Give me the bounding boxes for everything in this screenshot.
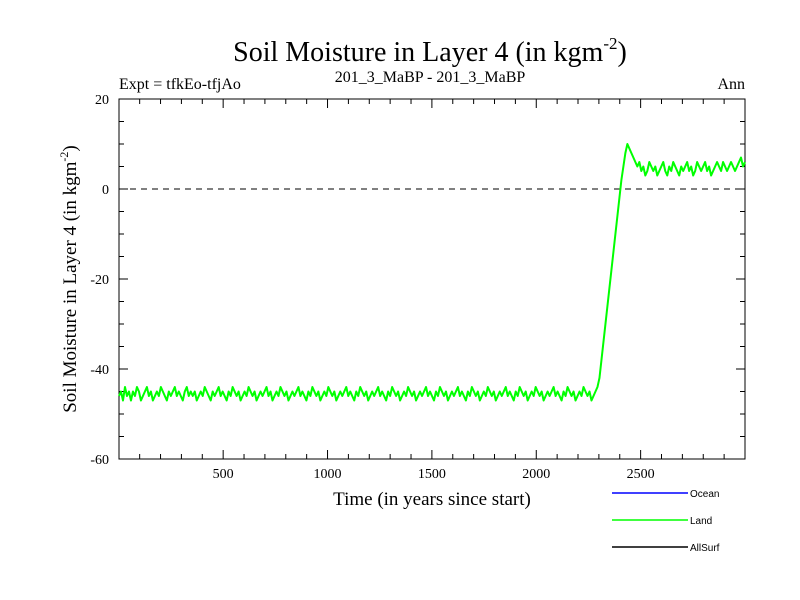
legend-label-land: Land <box>690 516 712 527</box>
series-group <box>118 143 746 402</box>
x-tick-label: 1500 <box>418 467 446 482</box>
y-axis-label: Soil Moisture in Layer 4 (in kgm-2) <box>57 145 81 413</box>
axis-ticks: 500 1000 1500 2000 2500 -60 -40 -20 0 20 <box>90 93 745 482</box>
annotation-right: Ann <box>717 76 745 93</box>
y-tick-label: 20 <box>95 93 109 108</box>
x-tick-label: 500 <box>213 467 234 482</box>
x-axis-label: Time (in years since start) <box>333 489 531 510</box>
chart-title-text: Soil Moisture in Layer 4 (in kgm <box>233 37 603 68</box>
series-line-land <box>118 143 746 402</box>
y-tick-label: -60 <box>90 453 109 468</box>
y-tick-label: -40 <box>90 363 109 378</box>
chart-title-superscript: -2 <box>603 34 617 53</box>
legend-label-allsurf: AllSurf <box>690 543 720 554</box>
chart-title-close: ) <box>618 37 627 68</box>
y-axis-label-superscript: -2 <box>57 152 71 162</box>
annotation-center: 201_3_MaBP - 201_3_MaBP <box>335 69 526 86</box>
x-tick-label: 2500 <box>627 467 655 482</box>
y-tick-label: 0 <box>102 183 109 198</box>
y-axis-label-close: ) <box>60 145 81 151</box>
x-tick-label: 2000 <box>522 467 550 482</box>
legend-label-ocean: Ocean <box>690 489 719 500</box>
annotation-left: Expt = tfkEo-tfjAo <box>119 76 241 93</box>
legend: Ocean Land AllSurf <box>612 489 720 554</box>
y-axis-label-text: Soil Moisture in Layer 4 (in kgm <box>60 161 81 412</box>
plot-frame <box>118 98 746 460</box>
x-tick-label: 1000 <box>314 467 342 482</box>
y-tick-label: -20 <box>90 273 109 288</box>
chart-title: Soil Moisture in Layer 4 (in kgm-2) <box>233 34 627 68</box>
